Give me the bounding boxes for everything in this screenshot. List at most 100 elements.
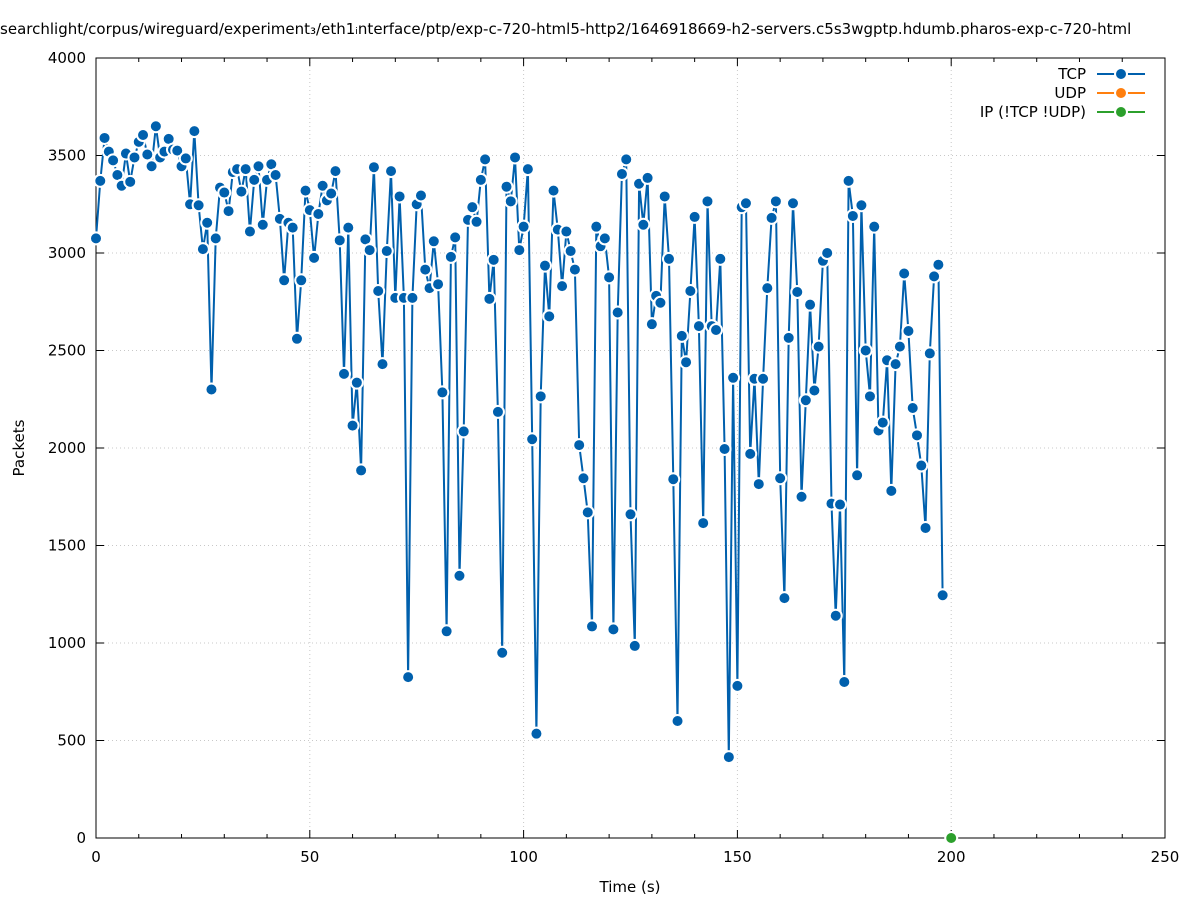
series-layer (89, 119, 959, 845)
y-tick-label: 4000 (48, 49, 86, 67)
data-point (773, 471, 788, 486)
data-point (170, 143, 185, 158)
data-point (768, 194, 783, 209)
data-point (721, 750, 736, 765)
data-point (683, 284, 698, 299)
data-point (452, 568, 467, 583)
data-point (341, 220, 356, 235)
data-point (751, 477, 766, 492)
data-point (366, 160, 381, 175)
data-point (670, 714, 685, 728)
data-point (362, 243, 377, 258)
data-point (443, 249, 458, 264)
data-point (238, 162, 253, 177)
data-point (610, 305, 625, 320)
data-point (345, 418, 360, 433)
y-tick-label: 2500 (48, 342, 86, 360)
x-tick-label: 0 (91, 848, 101, 866)
data-point (242, 224, 257, 239)
series-2 (944, 831, 959, 845)
legend-label: IP (!TCP !UDP) (980, 103, 1086, 121)
x-tick-label: 250 (1151, 848, 1180, 866)
data-point (490, 404, 505, 419)
data-point (837, 675, 852, 689)
data-point (931, 257, 946, 272)
data-point (563, 244, 578, 259)
data-point (589, 219, 604, 234)
chart-title: /searchlight/corpus/wireguard/experiment… (0, 20, 1131, 38)
data-point (585, 619, 600, 634)
y-tick-label: 0 (76, 829, 86, 847)
data-point (508, 150, 523, 165)
data-point (927, 269, 942, 284)
data-point (803, 297, 818, 312)
data-point (935, 588, 950, 603)
data-point (661, 251, 676, 266)
data-point (379, 244, 394, 259)
series-line (95, 126, 944, 758)
data-point (204, 382, 219, 397)
data-point (337, 366, 352, 381)
data-point (478, 152, 493, 167)
data-point (811, 339, 826, 354)
data-point (520, 162, 535, 177)
data-point (875, 415, 890, 430)
y-tick-label: 2000 (48, 439, 86, 457)
data-point (567, 262, 582, 277)
data-point (841, 173, 856, 188)
data-point (469, 214, 484, 229)
data-point (191, 198, 206, 213)
data-point (858, 343, 873, 358)
data-point (298, 183, 313, 198)
data-point (828, 608, 843, 623)
data-point (691, 319, 706, 334)
data-point (375, 357, 390, 372)
data-point (777, 591, 792, 606)
data-point (285, 220, 300, 235)
data-point (542, 309, 557, 324)
data-point (465, 200, 480, 215)
data-point (657, 189, 672, 204)
data-point (148, 119, 163, 134)
data-point (529, 726, 544, 741)
data-point (315, 178, 330, 193)
data-point (294, 273, 309, 288)
data-point (897, 266, 912, 281)
legend-marker (1114, 105, 1128, 119)
data-point (200, 215, 215, 230)
y-axis-label: Packets (10, 419, 28, 476)
data-point (576, 471, 591, 486)
data-point (439, 624, 454, 639)
data-point (405, 290, 420, 305)
data-point (798, 393, 813, 408)
data-point (127, 150, 142, 165)
data-point (679, 355, 694, 370)
data-point (89, 231, 103, 246)
data-point (892, 339, 907, 354)
data-point (324, 186, 339, 201)
data-point (546, 183, 561, 198)
data-point (854, 198, 869, 213)
data-point (888, 357, 903, 372)
data-point (713, 251, 728, 266)
data-point (944, 831, 959, 845)
data-point (614, 167, 629, 182)
data-point (371, 284, 386, 299)
data-point (905, 401, 920, 416)
data-point (644, 317, 659, 332)
x-tick-label: 100 (509, 848, 538, 866)
data-point (512, 243, 527, 258)
data-point (884, 483, 899, 498)
data-point (516, 219, 531, 234)
data-point (144, 159, 159, 174)
data-point (790, 285, 805, 299)
data-point (525, 432, 540, 447)
data-point (289, 331, 304, 346)
y-tick-label: 3000 (48, 244, 86, 262)
data-point (623, 507, 638, 522)
x-tick-label: 150 (723, 848, 752, 866)
data-point (687, 209, 702, 224)
legend-label: UDP (1054, 84, 1086, 102)
data-point (495, 645, 510, 660)
